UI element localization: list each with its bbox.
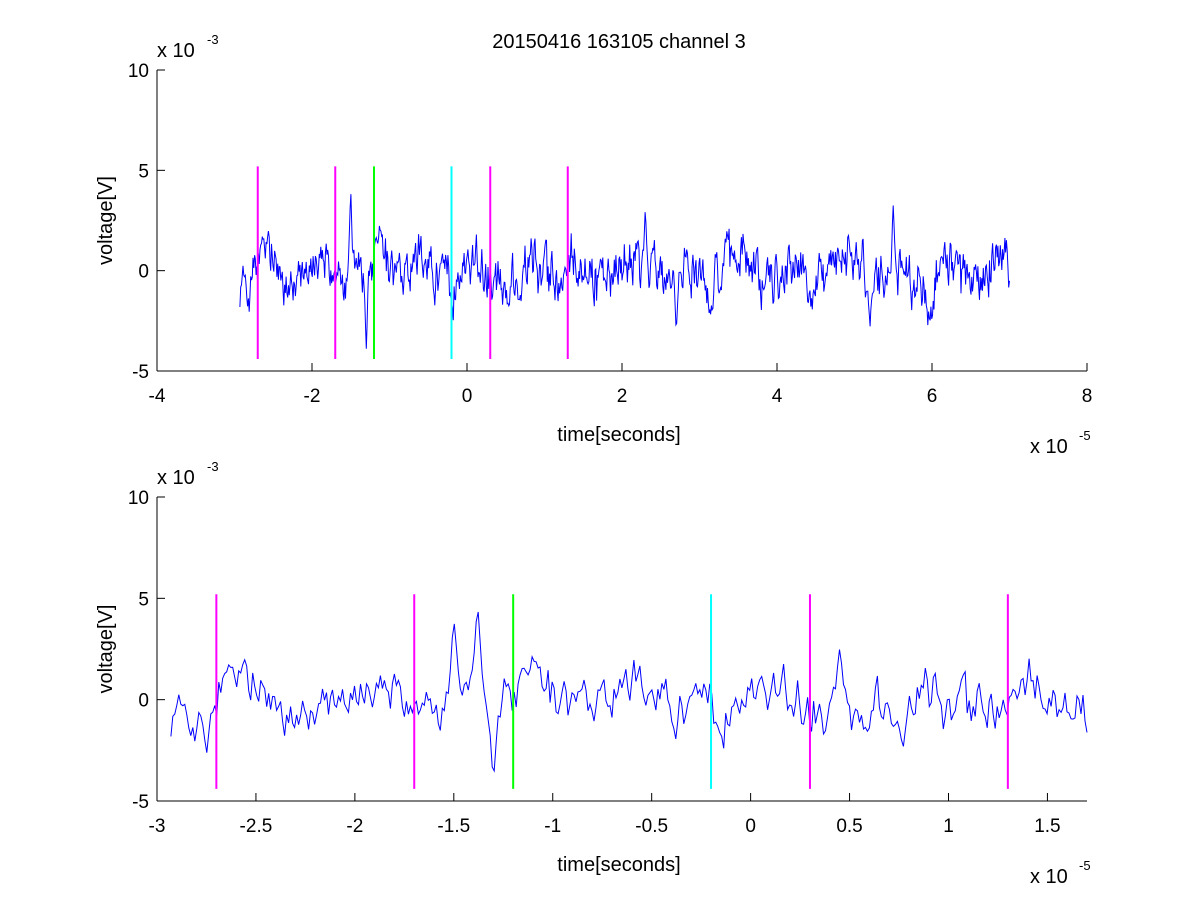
x-axis-title: time[seconds] xyxy=(557,854,680,876)
x-tick-label: -3 xyxy=(149,816,166,837)
y-axis-title: voltage[V] xyxy=(95,176,117,265)
top-plot: -4 -2 0 2 4 6 8 -5 0 5 10 x 10 -3 x 10 -5 time[seconds]… xyxy=(95,32,1092,458)
y-scale-exponent: -3 xyxy=(207,459,219,474)
x-tick-label: 8 xyxy=(1082,386,1093,407)
y-tick-label: 0 xyxy=(138,262,149,283)
y-tick-label: -5 xyxy=(132,362,149,383)
y-scale-exponent: -3 xyxy=(207,32,219,47)
y-tick-label: 5 xyxy=(138,161,149,182)
y-axis-title: voltage[V] xyxy=(95,605,117,694)
y-tick-label: 5 xyxy=(138,589,149,610)
y-tick-label: -5 xyxy=(132,792,149,813)
signal-line xyxy=(239,194,1010,349)
x-tick-label: 6 xyxy=(927,386,938,407)
x-scale-exponent: -5 xyxy=(1079,428,1091,443)
y-tick-label: 0 xyxy=(138,691,149,712)
x-tick-label: 4 xyxy=(772,386,783,407)
x-tick-label: 1 xyxy=(943,816,954,837)
y-tick-label: 10 xyxy=(128,61,149,82)
x-tick-label: 2 xyxy=(617,386,628,407)
y-tick-label: 10 xyxy=(128,488,149,509)
y-scale-label: x 10 xyxy=(157,40,195,62)
x-tick-label: 0 xyxy=(745,816,756,837)
x-tick-label: -0.5 xyxy=(635,816,668,837)
x-scale-label: x 10 xyxy=(1030,436,1068,458)
x-tick-label: -1 xyxy=(544,816,561,837)
x-tick-label: 0.5 xyxy=(836,816,862,837)
x-scale-label: x 10 xyxy=(1030,866,1068,888)
x-tick-label: -4 xyxy=(149,386,166,407)
x-tick-label: 0 xyxy=(462,386,473,407)
x-scale-exponent: -5 xyxy=(1079,858,1091,873)
figure-title: 20150416 163105 channel 3 xyxy=(492,31,746,53)
x-tick-label: -2 xyxy=(346,816,363,837)
signal-line xyxy=(170,611,1088,773)
x-axis-title: time[seconds] xyxy=(557,424,680,446)
x-tick-label: -2 xyxy=(304,386,321,407)
x-tick-label: -2.5 xyxy=(240,816,273,837)
x-tick-label: 1.5 xyxy=(1034,816,1060,837)
y-scale-label: x 10 xyxy=(157,467,195,489)
bottom-plot: -3 -2.5 -2 -1.5 -1 -0.5 0 0.5 1 1.5 -5 0 5 10 x 10 -3 x … xyxy=(95,459,1091,888)
x-tick-label: -1.5 xyxy=(437,816,470,837)
